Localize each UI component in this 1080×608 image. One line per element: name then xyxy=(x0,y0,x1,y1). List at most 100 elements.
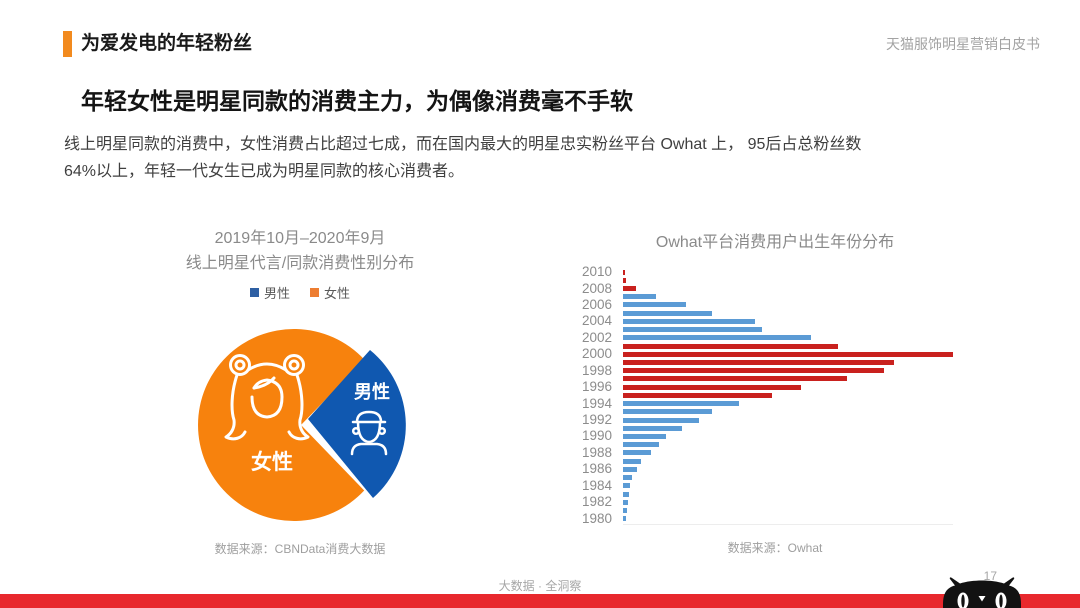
bar-1988 xyxy=(623,450,652,456)
bar-row-1990: 1990 xyxy=(562,428,953,444)
bar-track xyxy=(623,327,953,333)
birth-year-rows: 2010 2008 2006 2004 2002 2000 1998 1996 1994 1992… xyxy=(562,265,953,526)
bar-row-2008: 2008 xyxy=(562,280,953,296)
legend-item-female: 女性 xyxy=(310,283,350,302)
bar-row-1983 xyxy=(562,490,953,498)
section-title: 为爱发电的年轻粉丝 xyxy=(81,33,253,54)
footer-red-bar xyxy=(0,594,1080,608)
year-tick-label: 2006 xyxy=(581,296,612,312)
bar-track xyxy=(623,343,953,349)
bar-2001 xyxy=(623,343,838,349)
year-tick-label: 2002 xyxy=(581,329,612,345)
bar-1991 xyxy=(623,425,683,431)
bar-row-1996: 1996 xyxy=(562,380,953,393)
bar-1985 xyxy=(623,475,632,481)
bar-row-1985 xyxy=(562,473,953,481)
bar-1984 xyxy=(623,483,631,489)
year-tick-label: 2008 xyxy=(581,280,612,296)
bar-track xyxy=(623,368,953,374)
year-tick-label: 1990 xyxy=(581,428,612,444)
pie-title-line-1: 2019年10月–2020年9月 xyxy=(214,230,386,247)
year-tick-label: 1992 xyxy=(581,412,612,428)
body-line-2: 64%以上，年轻一代女生已成为明星同款的核心消费者。 xyxy=(64,163,465,180)
bar-row-1992: 1992 xyxy=(562,412,953,428)
bar-track xyxy=(623,466,953,472)
bar-track xyxy=(623,277,953,283)
bar-track xyxy=(623,442,953,448)
male-icon xyxy=(350,410,388,456)
male-legend-label: 男性 xyxy=(263,286,290,301)
bar-track xyxy=(623,450,953,456)
bar-2006 xyxy=(623,302,686,308)
bar-track xyxy=(623,417,953,423)
bar-track xyxy=(623,302,953,308)
year-tick-label: 2000 xyxy=(581,346,612,362)
bar-row-2003 xyxy=(562,326,953,334)
pie-source-caption: 数据来源：CBNData消费大数据 xyxy=(214,542,386,556)
bar-row-1999 xyxy=(562,358,953,366)
bar-track xyxy=(623,318,953,324)
headline: 年轻女性是明星同款的消费主力，为偶像消费毫不手软 xyxy=(81,88,633,114)
male-legend-swatch xyxy=(249,288,259,297)
female-slice-label: 女性 xyxy=(251,450,293,474)
bar-row-1981 xyxy=(562,506,953,514)
bar-track xyxy=(623,499,953,505)
bar-row-2006: 2006 xyxy=(562,296,953,312)
bar-track xyxy=(623,409,953,415)
bar-2009 xyxy=(623,277,626,283)
female-legend-swatch xyxy=(310,288,319,297)
title-accent-bar xyxy=(63,31,72,57)
year-tick-label: 2004 xyxy=(581,313,612,329)
year-tick-label: 1980 xyxy=(581,510,612,526)
bar-1994 xyxy=(623,401,739,407)
body-paragraph: 线上明星同款的消费中，女性消费占比超过七成，而在国内最大的明星忠实粉丝平台 Ow… xyxy=(64,131,1024,185)
year-tick-label: 1984 xyxy=(581,477,612,493)
female-legend-label: 女性 xyxy=(324,286,351,301)
bar-row-1998: 1998 xyxy=(562,363,953,377)
bar-2002 xyxy=(623,335,812,341)
year-tick-label: 1988 xyxy=(581,444,612,460)
footer-label: 大数据 · 全洞察 xyxy=(498,579,582,593)
bar-source-caption: 数据来源：Owhat xyxy=(727,541,823,555)
bar-track xyxy=(623,425,953,431)
year-tick-label: 1982 xyxy=(581,494,612,510)
pie-chart-title: 2019年10月–2020年9月 线上明星代言/同款消费性别分布 xyxy=(100,226,500,276)
doc-watermark: 天猫服饰明星营销白皮书 xyxy=(886,36,1040,52)
bar-track xyxy=(623,491,953,497)
male-slice-label: 男性 xyxy=(354,381,390,402)
bar-row-1982: 1982 xyxy=(562,494,953,510)
bar-row-1997 xyxy=(562,375,953,383)
bar-row-2001 xyxy=(562,342,953,350)
bar-1980 xyxy=(623,516,627,522)
bar-track xyxy=(623,458,953,464)
bar-1989 xyxy=(623,442,660,448)
bar-track xyxy=(623,507,953,513)
bar-2008 xyxy=(623,286,637,292)
body-line-1: 线上明星同款的消费中，女性消费占比超过七成，而在国内最大的明星忠实粉丝平台 Ow… xyxy=(64,136,862,153)
bar-1987 xyxy=(623,458,642,464)
bar-row-1991 xyxy=(562,424,953,432)
bar-1990 xyxy=(623,433,666,439)
bar-1998 xyxy=(623,368,884,374)
bar-row-2005 xyxy=(562,309,953,317)
bar-row-2002: 2002 xyxy=(562,329,953,345)
bar-1981 xyxy=(623,507,627,513)
bar-track xyxy=(623,516,953,522)
bar-track xyxy=(623,384,953,390)
bar-track xyxy=(623,335,953,341)
birth-year-chart: 2010 2008 2006 2004 2002 2000 1998 1996 1994 1992… xyxy=(562,265,953,526)
bar-row-1989 xyxy=(562,441,953,449)
pie-title-line-2: 线上明星代言/同款消费性别分布 xyxy=(185,255,415,272)
bar-1999 xyxy=(623,360,894,366)
bar-track xyxy=(623,351,953,357)
tmall-cat-icon xyxy=(943,577,1021,608)
female-icon xyxy=(224,354,310,441)
bar-track xyxy=(623,360,953,366)
bar-track xyxy=(623,269,953,275)
bar-1995 xyxy=(623,392,772,398)
bar-row-2007 xyxy=(562,293,953,301)
bar-2007 xyxy=(623,294,656,300)
female-slice xyxy=(198,329,365,521)
bar-1993 xyxy=(623,409,713,415)
bar-row-1994: 1994 xyxy=(562,396,953,410)
